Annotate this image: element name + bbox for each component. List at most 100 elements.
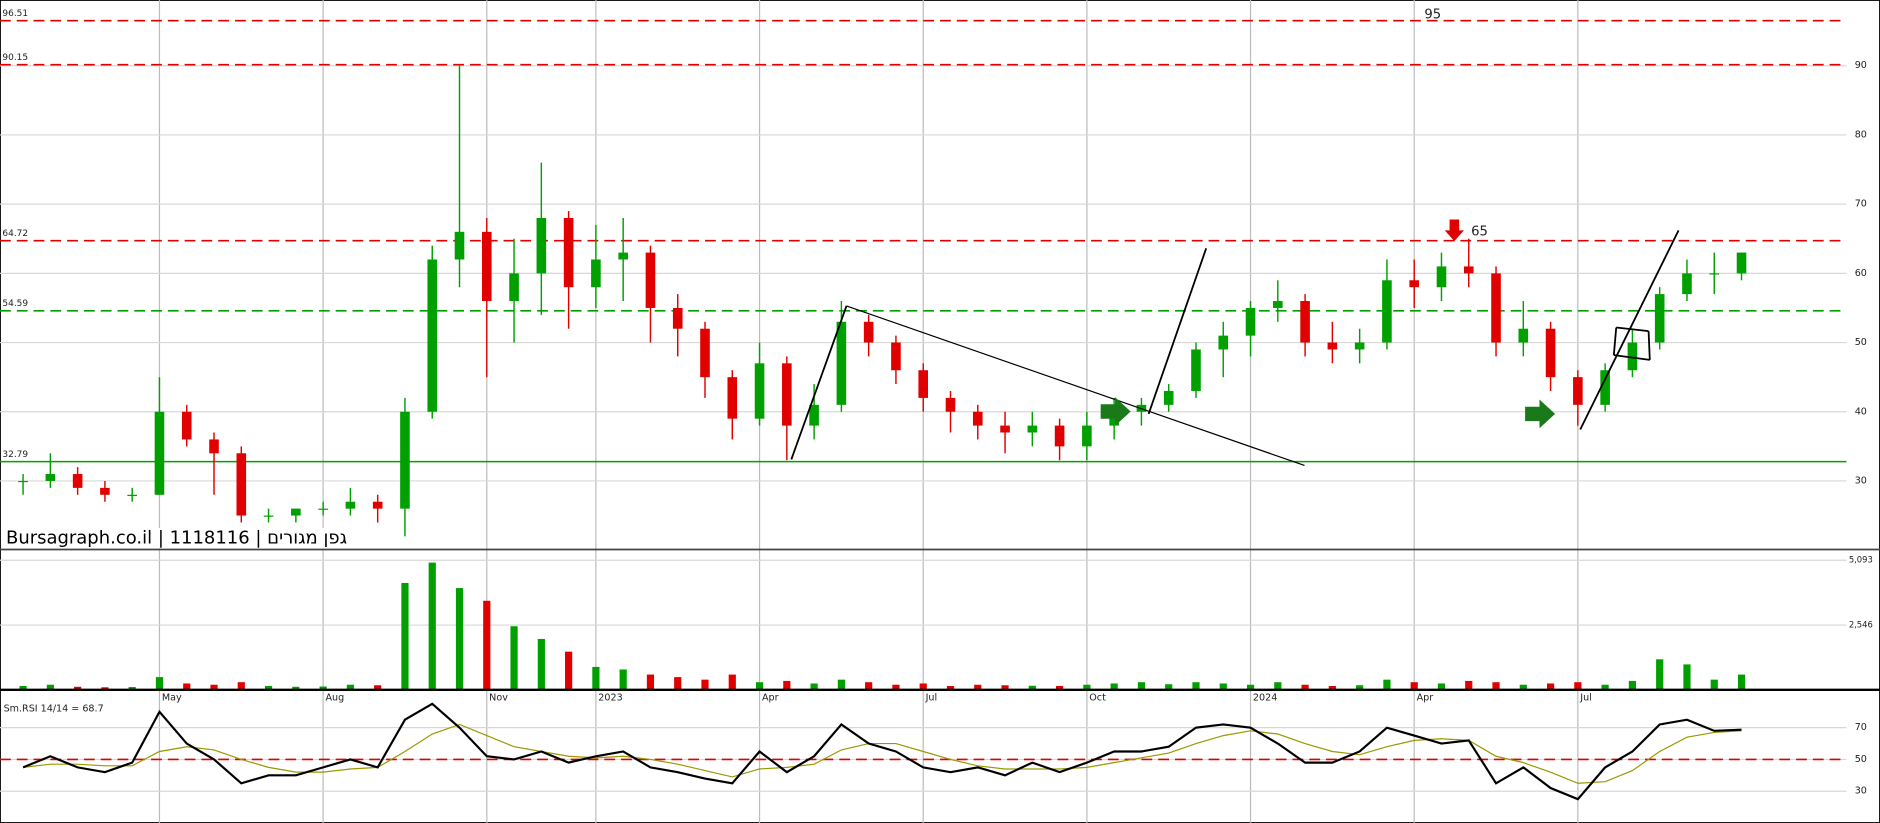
candle-body (809, 404, 819, 426)
candle-body (1463, 266, 1474, 274)
candle-body (181, 411, 192, 440)
level-label: 90.15 (2, 53, 28, 63)
volume-bar (1437, 683, 1446, 690)
volume-bar (1056, 686, 1064, 690)
candle-body (154, 411, 165, 495)
volume-bar (1001, 685, 1009, 690)
candle-body (100, 487, 110, 495)
volume-bar (728, 674, 736, 690)
volume-bar (401, 582, 409, 690)
candle-body (1654, 294, 1665, 343)
channel-line (1616, 326, 1649, 333)
volume-bar (1083, 684, 1091, 690)
y-tick-label: 80 (1855, 129, 1867, 140)
volume-bar (1028, 685, 1036, 690)
indicator-line (22, 702, 1742, 801)
volume-bar (1519, 684, 1527, 690)
candle-body (454, 231, 465, 260)
volume-bar (755, 682, 764, 690)
candle-body (1627, 342, 1638, 371)
volume-bar (974, 684, 982, 690)
y-tick-label: 50 (1855, 754, 1867, 765)
volume-bar (592, 666, 600, 690)
candle-body (1682, 273, 1692, 295)
volume-bar (1137, 682, 1146, 690)
volume-bar (1301, 684, 1309, 690)
volume-bar (701, 679, 709, 690)
candle-body (1218, 335, 1229, 350)
volume-bar (1165, 684, 1173, 690)
y-tick-label: 70 (1855, 199, 1867, 210)
volume-bar (1737, 674, 1746, 690)
x-tick-label: Jul (925, 693, 938, 704)
y-tick-label: 5,093 (1849, 555, 1873, 565)
volume-bar (237, 682, 245, 690)
channel-line (1613, 354, 1650, 361)
candle-body (836, 321, 847, 405)
volume-bar (1710, 679, 1718, 690)
volume-bar (1492, 682, 1500, 690)
candle-body (1027, 425, 1038, 433)
volume-bar (319, 686, 327, 690)
annotation: 95 (1424, 7, 1441, 22)
y-tick-label: 2,546 (1849, 620, 1873, 630)
candle-body (618, 252, 628, 260)
x-tick-label: 2023 (598, 693, 622, 704)
x-tick-label: Oct (1089, 693, 1106, 704)
candle-body (782, 363, 792, 426)
volume-bar (1356, 685, 1364, 690)
candle-body (1709, 273, 1720, 275)
volume-bar (455, 588, 464, 690)
candle-body (891, 342, 901, 371)
trend-line (1147, 248, 1208, 415)
y-tick-label: 50 (1855, 337, 1867, 348)
candle-body (645, 252, 656, 308)
level-label: 54.59 (2, 299, 28, 309)
volume-bar (537, 638, 545, 690)
candle-body (536, 217, 547, 274)
candle-body (945, 397, 956, 412)
candle-body (1518, 328, 1529, 343)
x-tick-label: Apr (762, 693, 779, 704)
candle-body (18, 480, 28, 483)
volume-bar (1574, 682, 1582, 690)
x-tick-label: Jul (1579, 693, 1592, 704)
marks-layer (0, 19, 1847, 801)
candle-body (863, 321, 874, 343)
volume-bar (428, 562, 436, 690)
volume-bar (101, 687, 109, 690)
level-label: 32.79 (2, 450, 28, 460)
candle-body (509, 273, 519, 302)
volume-bar (1246, 684, 1255, 690)
candle-body (754, 363, 765, 419)
volume-bar (865, 682, 873, 690)
trend-line (790, 305, 848, 460)
volume-bar (1465, 680, 1473, 690)
volume-bar (1110, 683, 1118, 690)
candle-body (1354, 342, 1365, 350)
candle-body (209, 439, 219, 454)
candle-body (1191, 349, 1201, 391)
volume-bar (1628, 680, 1637, 690)
x-tick-label: Aug (326, 693, 345, 704)
candle-body (1436, 266, 1447, 288)
x-tick-label: May (162, 693, 182, 704)
candle-body (1382, 280, 1392, 343)
volume-bar (210, 684, 218, 690)
rsi-title: Sm.RSI 14/14 = 68.7 (4, 704, 104, 715)
candle-body (318, 508, 328, 510)
candle-body (1300, 301, 1310, 343)
candle-body (1600, 370, 1610, 405)
volume-bar (1328, 686, 1336, 690)
volume-bar (919, 683, 927, 690)
candle-body (727, 377, 738, 419)
volume-bar (1656, 659, 1664, 690)
candle-body (1573, 377, 1583, 405)
candle-body (672, 307, 683, 329)
y-tick-label: 40 (1855, 406, 1867, 417)
candle-body (972, 411, 983, 426)
volume-bar (674, 677, 682, 690)
volume-bar (46, 684, 54, 690)
volume-bar (1410, 682, 1418, 690)
volume-bar (783, 680, 791, 690)
